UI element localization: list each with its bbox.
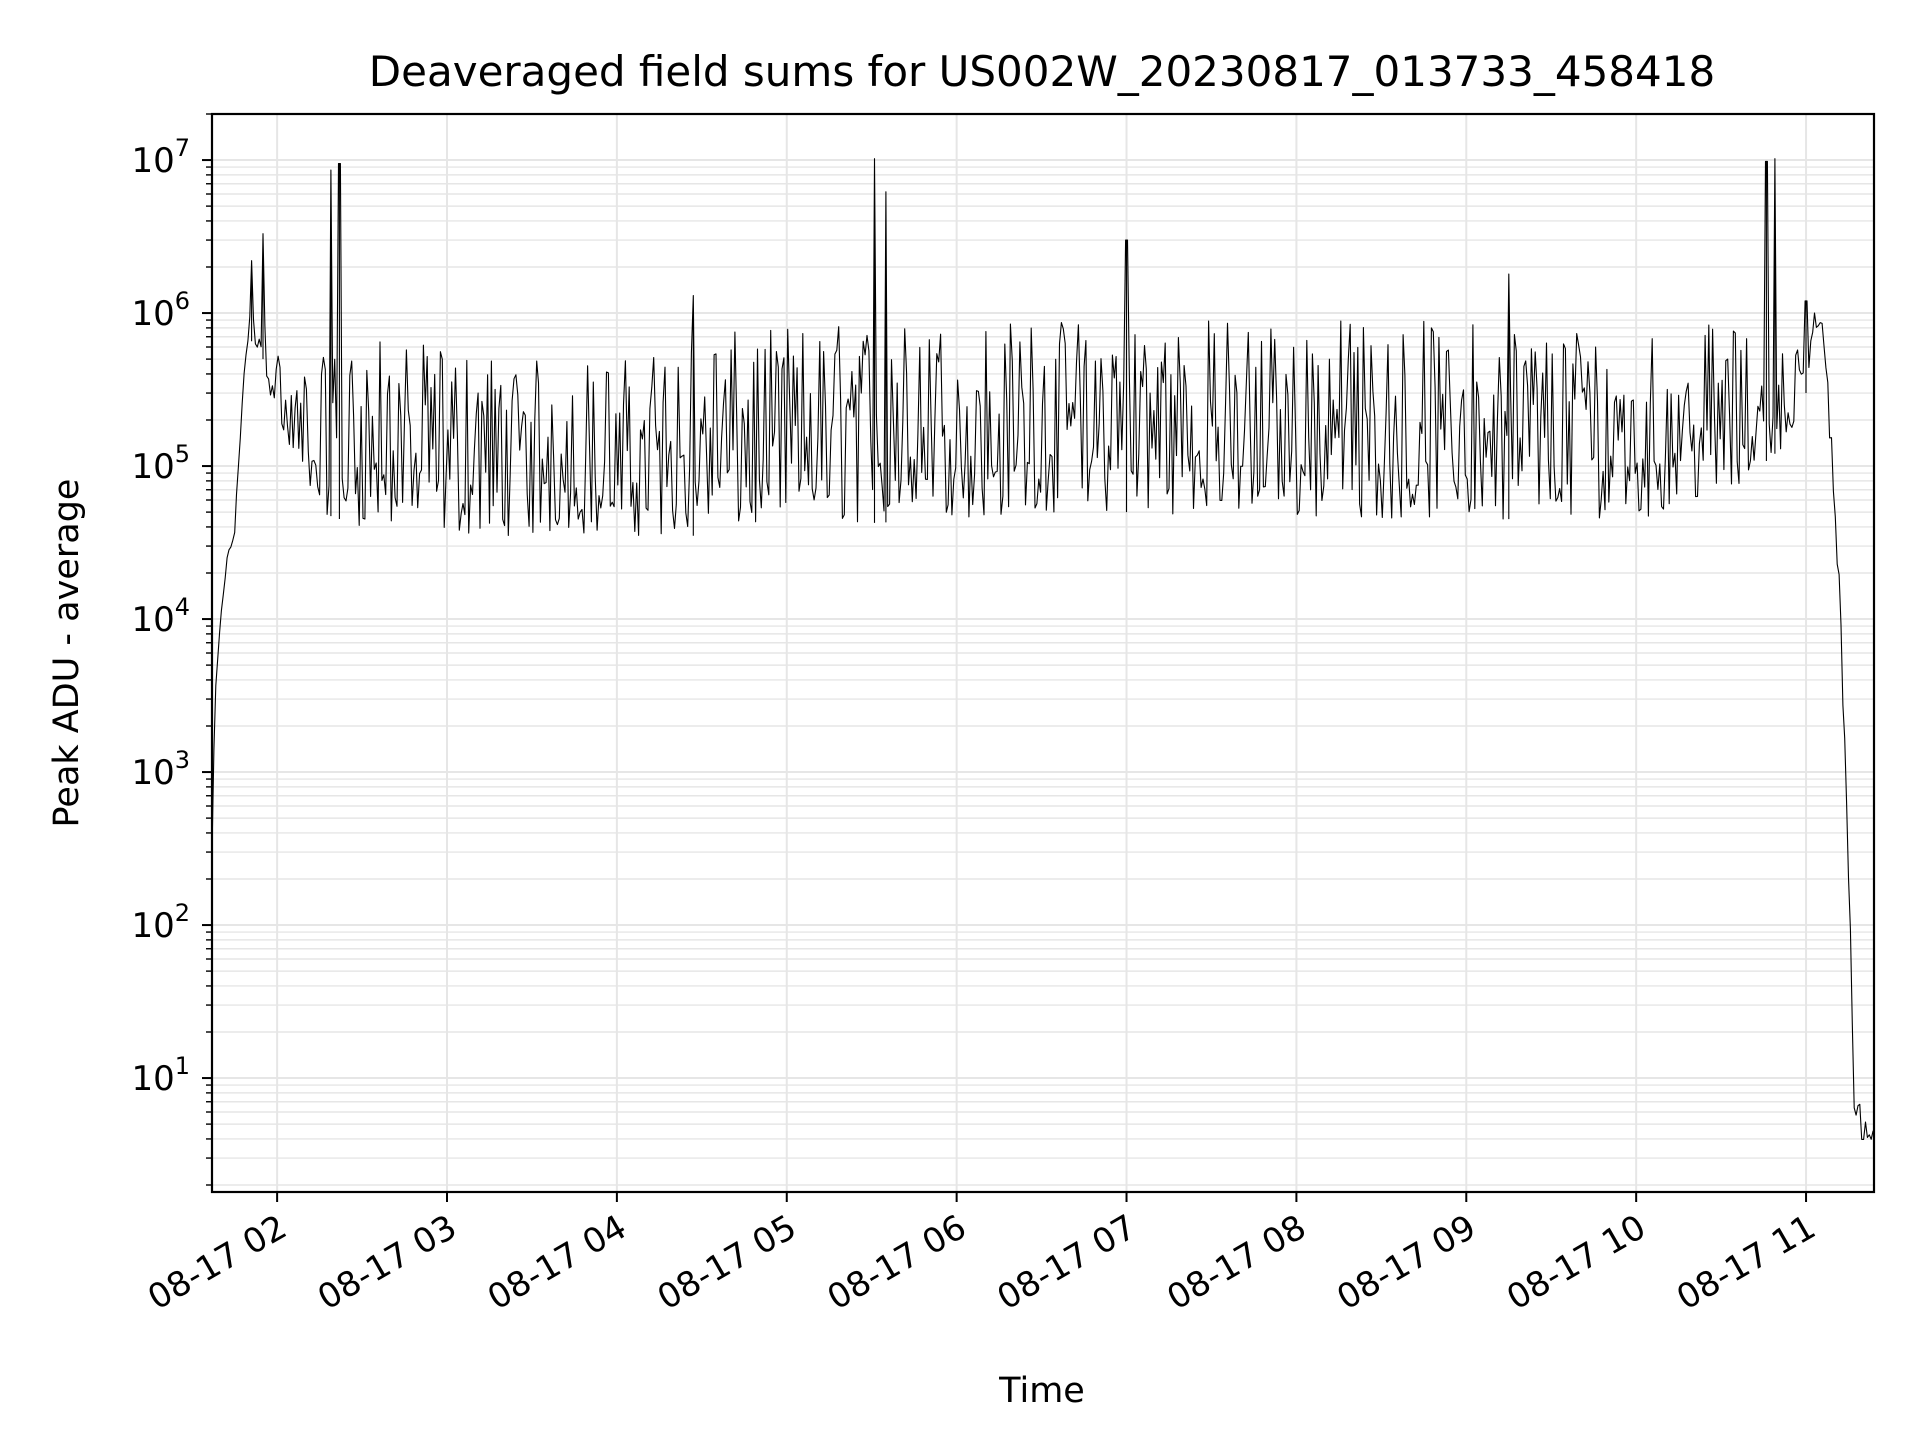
y-tick-label: 105 [131,440,190,487]
x-axis-label: Time [998,1371,1085,1411]
y-tick-label: 106 [131,287,190,334]
y-tick-exponent: 5 [175,440,190,468]
series-line [211,158,1874,1140]
chart-title: Deaveraged field sums for US002W_2023081… [369,47,1715,96]
y-axis-label: Peak ADU - average [47,479,87,828]
y-tick-base: 10 [131,1059,174,1099]
y-tick-label: 101 [131,1052,190,1099]
y-tick-base: 10 [131,447,174,487]
y-tick-label: 103 [131,746,190,793]
y-tick-exponent: 4 [175,593,190,621]
y-tick-exponent: 1 [175,1052,190,1080]
y-tick-label: 102 [131,899,190,946]
y-tick-base: 10 [131,600,174,640]
y-tick-exponent: 3 [175,746,190,774]
y-tick-base: 10 [131,753,174,793]
grid-lines [212,113,1874,1192]
y-tick-exponent: 7 [175,134,190,162]
y-tick-base: 10 [131,294,174,334]
y-tick-base: 10 [131,141,174,181]
y-tick-label: 107 [131,134,190,181]
y-tick-exponent: 2 [175,899,190,927]
y-tick-base: 10 [131,906,174,946]
y-tick-exponent: 6 [175,287,190,315]
y-tick-label: 104 [131,593,190,640]
